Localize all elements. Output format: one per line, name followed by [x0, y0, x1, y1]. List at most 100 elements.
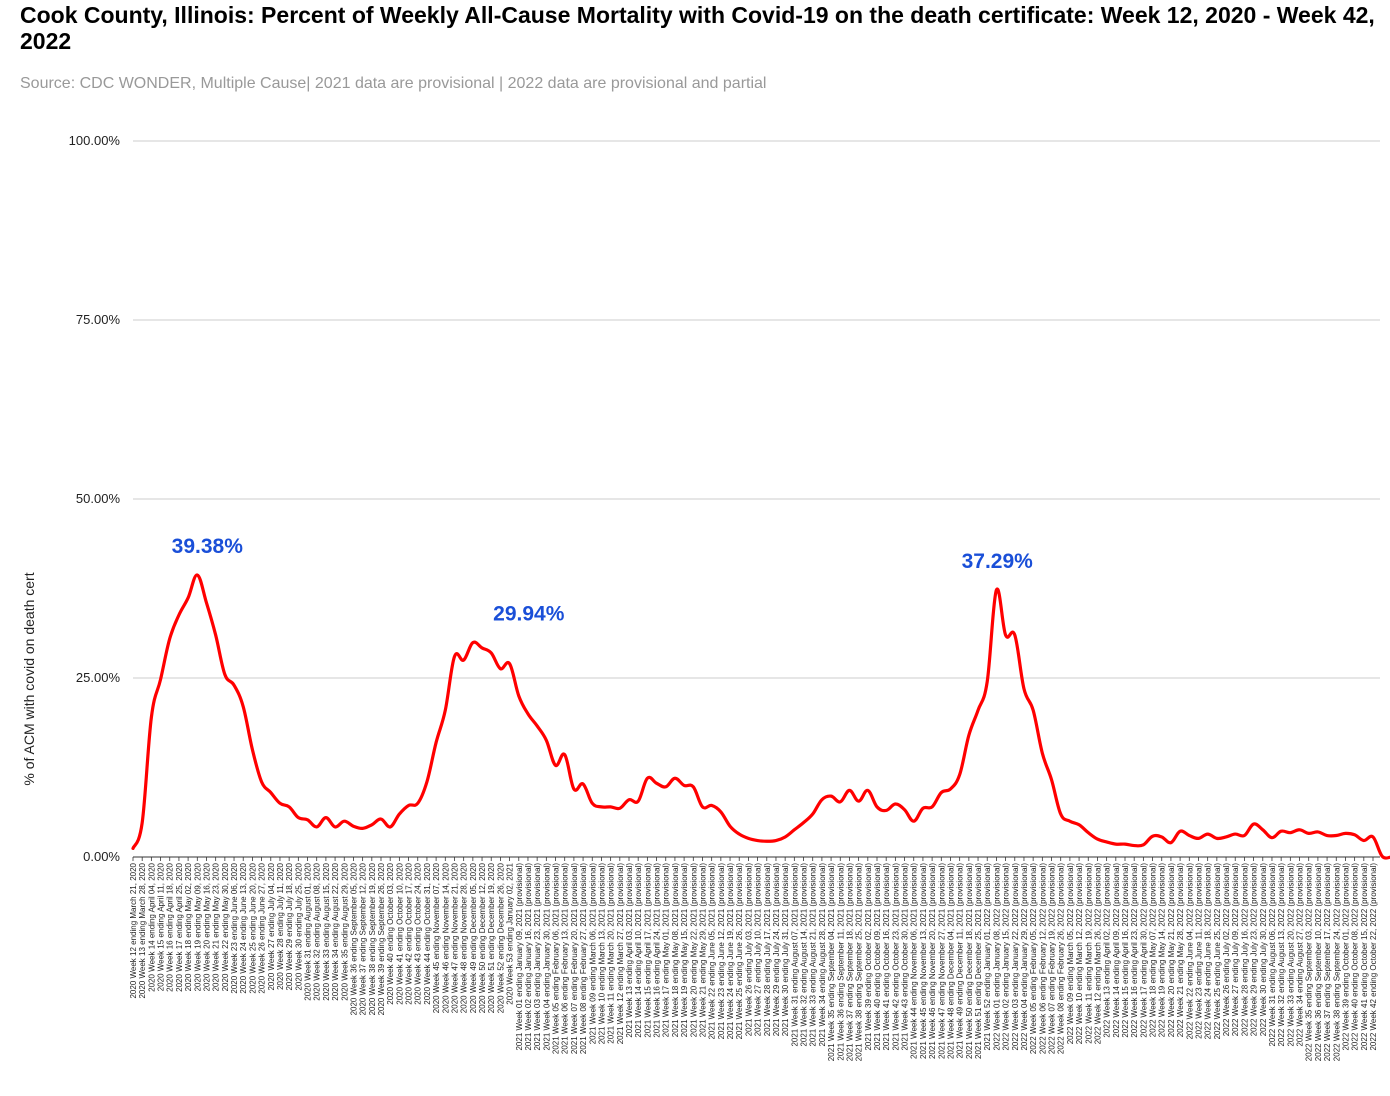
- y-tick-label: 50.00%: [76, 491, 121, 506]
- x-tick-label: 2022 Week 31 ending August 06, 2022 (pro…: [1268, 863, 1277, 1047]
- x-tick-label: 2020 Week 42 ending October 17, 2020: [405, 862, 414, 1004]
- x-tick-label: 2022 Week 11 ending March 19, 2022 (prov…: [1084, 863, 1093, 1044]
- x-tick-label: 2021 Week 46 ending November 20, 2021 (p…: [928, 863, 937, 1059]
- x-tick-label: 2022 Week 10 ending March 12, 2022 (prov…: [1075, 863, 1084, 1045]
- x-tick-label: 2021 Week 33 ending August 21, 2021 (pro…: [809, 863, 818, 1047]
- x-tick-label: 2021 Week 20 ending May 22, 2021 (provis…: [689, 863, 698, 1038]
- x-tick-label: 2020 Week 36 ending September 05, 2020: [349, 862, 358, 1015]
- x-tick-label: 2022 Week 22 ending June 04, 2022 (provi…: [1185, 863, 1194, 1040]
- peak-annotations: 39.38% 29.94% 37.29%: [172, 535, 1033, 626]
- x-tick-label: 2021 Week 03 ending January 23, 2021 (pr…: [533, 863, 542, 1051]
- x-tick-label: 2020 Week 30 ending July 25, 2020: [294, 862, 303, 990]
- x-tick-label: 2021 Week 31 ending August 07, 2021 (pro…: [790, 863, 799, 1047]
- x-tick-label: 2021 Week 44 ending November 06, 2021 (p…: [910, 863, 919, 1059]
- x-tick-label: 2020 Week 19 ending May 09, 2020: [193, 862, 202, 991]
- x-tick-label: 2020 Week 16 ending April 18, 2020: [166, 862, 175, 991]
- x-tick-label: 2021 Week 32 ending August 14, 2021 (pro…: [800, 863, 809, 1047]
- x-tick-label: 2022 Week 26 ending July 02, 2022 (provi…: [1222, 863, 1231, 1037]
- x-tick-label: 2021 Week 28 ending July 17, 2021 (provi…: [763, 863, 772, 1037]
- x-tick-label: 2021 Week 49 ending December 11, 2021 (p…: [956, 863, 965, 1059]
- x-tick-label: 2020 Week 27 ending July 04, 2020: [267, 862, 276, 990]
- x-tick-label: 2021 Week 09 ending March 06, 2021 (prov…: [588, 863, 597, 1045]
- x-tick-label: 2021 Week 15 ending April 17, 2021 (prov…: [643, 863, 652, 1038]
- x-tick-label: 2020 Week 35 ending August 29, 2020: [340, 862, 349, 1000]
- x-tick-label: 2020 Week 14 ending April 04, 2020: [147, 862, 156, 991]
- x-tick-label: 2021 Week 22 ending June 05, 2021 (provi…: [708, 863, 717, 1040]
- x-tick-label: 2022 Week 30 ending July 30, 2022 (provi…: [1259, 863, 1268, 1037]
- x-tick-label: 2021 Week 14 ending April 10, 2021 (prov…: [634, 863, 643, 1038]
- x-tick-label: 2020 Week 37 ending September 12, 2020: [359, 862, 368, 1015]
- x-tick-label: 2022 Week 36 ending September 10, 2022 (…: [1314, 863, 1323, 1062]
- x-tick-label: 2021 Week 04 ending January 30, 2021 (pr…: [542, 863, 551, 1051]
- x-tick-label: 2022 Week 01 ending January 08, 2022 (pr…: [992, 863, 1001, 1051]
- x-tick-label: 2022 Week 23 ending June 11, 2022 (provi…: [1194, 863, 1203, 1039]
- x-tick-label: 2021 Week 39 ending October 02, 2021 (pr…: [864, 863, 873, 1051]
- x-tick-label: 2022 Week 02 ending January 15, 2022 (pr…: [1002, 863, 1011, 1051]
- x-tick-label: 2021 Week 37 ending September 18, 2021 (…: [845, 863, 854, 1062]
- x-tick-label: 2020 Week 28 ending July 11, 2020: [276, 862, 285, 989]
- x-tick-label: 2021 Week 24 ending June 19, 2021 (provi…: [726, 863, 735, 1040]
- x-axis-ticks: [132, 857, 1374, 861]
- x-tick-label: 2020 Week 52 ending December 26, 2020: [496, 862, 505, 1013]
- x-tick-label: 2022 Week 25 ending June 25, 2022 (provi…: [1213, 863, 1222, 1040]
- x-tick-label: 2020 Week 46 ending November 14, 2020: [441, 862, 450, 1013]
- x-tick-label: 2021 Week 29 ending July 24, 2021 (provi…: [772, 863, 781, 1037]
- x-tick-label: 2020 Week 53 ending January 02, 2021: [506, 862, 515, 1004]
- x-tick-label: 2022 Week 40 ending October 08, 2022 (pr…: [1351, 863, 1360, 1051]
- x-tick-label: 2020 Week 15 ending April 11, 2020: [157, 862, 166, 991]
- x-tick-label: 2020 Week 38 ending September 19, 2020: [368, 862, 377, 1015]
- x-tick-label: 2022 Week 07 ending February 19, 2022 (p…: [1048, 863, 1057, 1054]
- x-tick-label: 2020 Week 13 ending March 28, 2020: [138, 862, 147, 998]
- x-tick-label: 2022 Week 42 ending October 22, 2022 (pr…: [1369, 863, 1378, 1051]
- x-tick-label: 2020 Week 41 ending October 10, 2020: [395, 862, 404, 1004]
- x-tick-label: 2020 Week 48 ending November 28, 2020: [460, 862, 469, 1013]
- x-tick-label: 2021 Week 06 ending February 13, 2021 (p…: [561, 863, 570, 1054]
- x-tick-label: 2020 Week 43 ending October 24, 2020: [414, 862, 423, 1004]
- x-tick-label: 2020 Week 47 ending November 21, 2020: [450, 862, 459, 1013]
- x-tick-label: 2021 Week 43 ending October 30, 2021 (pr…: [901, 863, 910, 1051]
- x-tick-label: 2022 Week 03 ending January 22, 2022 (pr…: [1011, 863, 1020, 1051]
- chart-subtitle: Source: CDC WONDER, Multiple Cause| 2021…: [20, 75, 767, 92]
- y-axis-ticks: 0.00% 25.00% 50.00% 75.00% 100.00%: [69, 133, 121, 864]
- x-tick-label: 2021 Week 18 ending May 08, 2021 (provis…: [671, 863, 680, 1038]
- x-tick-label: 2022 Week 08 ending February 26, 2022 (p…: [1057, 863, 1066, 1054]
- x-tick-label: 2021 Week 40 ending October 09, 2021 (pr…: [873, 863, 882, 1051]
- x-tick-label: 2022 Week 32 ending August 13, 2022 (pro…: [1277, 863, 1286, 1047]
- x-tick-label: 2020 Week 33 ending August 15, 2020: [322, 862, 331, 1000]
- peak-annotation: 39.38%: [172, 535, 244, 558]
- x-tick-label: 2022 Week 34 ending August 27, 2022 (pro…: [1296, 863, 1305, 1047]
- x-axis-tick-labels: 2020 Week 12 ending March 21, 2020 2020 W…: [129, 862, 1378, 1061]
- x-tick-label: 2021 Week 34 ending August 28, 2021 (pro…: [818, 863, 827, 1047]
- x-tick-label: 2022 Week 12 ending March 26, 2022 (prov…: [1093, 863, 1102, 1045]
- x-tick-label: 2020 Week 20 ending May 16, 2020: [202, 862, 211, 991]
- x-tick-label: 2021 Week 10 ending March 13, 2021 (prov…: [597, 863, 606, 1045]
- y-axis-label: % of ACM with covid on death cert: [21, 572, 37, 785]
- x-tick-label: 2022 Week 38 ending September 24, 2022 (…: [1332, 863, 1341, 1062]
- x-tick-label: 2022 Week 14 ending April 09, 2022 (prov…: [1112, 863, 1121, 1038]
- x-tick-label: 2021 Week 11 ending March 20, 2021 (prov…: [607, 863, 616, 1044]
- x-tick-label: 2021 Week 07 ending February 20, 2021 (p…: [570, 863, 579, 1054]
- x-tick-label: 2021 Week 17 ending May 01, 2021 (provis…: [662, 863, 671, 1038]
- x-tick-label: 2020 Week 40 ending October 03, 2020: [386, 862, 395, 1004]
- x-tick-label: 2021 Week 16 ending April 24, 2021 (prov…: [653, 863, 662, 1038]
- x-tick-label: 2020 Week 12 ending March 21, 2020: [129, 862, 138, 998]
- x-tick-label: 2022 Week 09 ending March 05, 2022 (prov…: [1066, 863, 1075, 1045]
- x-tick-label: 2021 Week 21 ending May 29, 2021 (provis…: [698, 863, 707, 1038]
- peak-annotation: 29.94%: [493, 603, 565, 626]
- x-tick-label: 2020 Week 45 ending November 07, 2020: [432, 862, 441, 1013]
- x-tick-label: 2022 Week 27 ending July 09, 2022 (provi…: [1231, 863, 1240, 1037]
- x-tick-label: 2022 Week 37 ending September 17, 2022 (…: [1323, 863, 1332, 1062]
- x-tick-label: 2021 Week 42 ending October 23, 2021 (pr…: [891, 863, 900, 1051]
- x-tick-label: 2021 Week 52 ending January 01, 2022 (pr…: [983, 863, 992, 1051]
- x-tick-label: 2022 Week 06 ending February 12, 2022 (p…: [1038, 863, 1047, 1054]
- x-tick-label: 2021 Week 38 ending September 25, 2021 (…: [855, 863, 864, 1062]
- x-tick-label: 2021 Week 13 ending April 03, 2021 (prov…: [625, 863, 634, 1038]
- x-tick-label: 2020 Week 24 ending June 13, 2020: [239, 862, 248, 993]
- x-tick-label: 2020 Week 31 ending August 01, 2020: [304, 862, 313, 1000]
- chart-title: Cook County, Illinois: Percent of Weekly…: [20, 2, 1375, 54]
- x-tick-label: 2020 Week 21 ending May 23, 2020: [212, 862, 221, 991]
- x-tick-label: 2021 Week 05 ending February 06, 2021 (p…: [552, 863, 561, 1054]
- peak-annotation: 37.29%: [962, 550, 1034, 573]
- y-tick-label: 0.00%: [83, 849, 120, 864]
